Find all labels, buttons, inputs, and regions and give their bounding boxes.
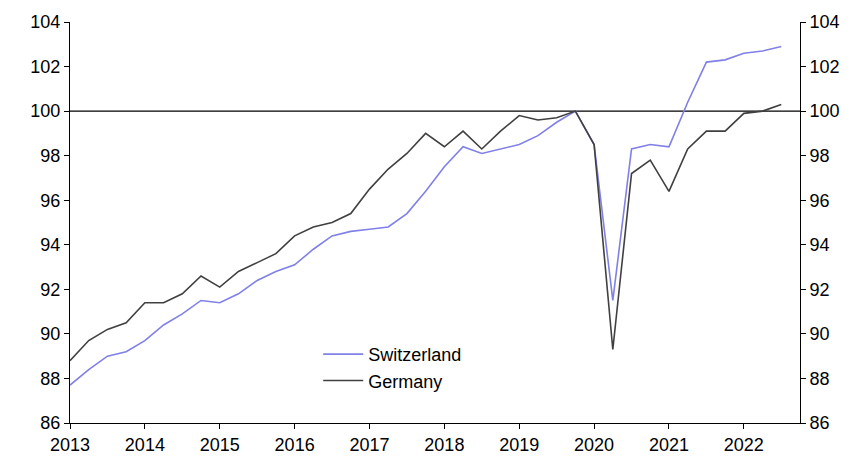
svg-text:96: 96	[810, 191, 830, 211]
svg-text:2021: 2021	[649, 435, 689, 455]
svg-text:Germany: Germany	[368, 372, 442, 392]
svg-text:102: 102	[30, 57, 60, 77]
svg-text:104: 104	[810, 12, 840, 32]
svg-text:2014: 2014	[125, 435, 165, 455]
svg-text:100: 100	[30, 101, 60, 121]
svg-text:2016: 2016	[275, 435, 315, 455]
svg-text:92: 92	[40, 280, 60, 300]
svg-text:98: 98	[810, 146, 830, 166]
svg-text:90: 90	[40, 324, 60, 344]
svg-text:2022: 2022	[724, 435, 764, 455]
svg-text:90: 90	[810, 324, 830, 344]
svg-text:86: 86	[810, 413, 830, 433]
svg-text:88: 88	[810, 369, 830, 389]
svg-text:92: 92	[810, 280, 830, 300]
svg-text:2015: 2015	[200, 435, 240, 455]
svg-text:96: 96	[40, 191, 60, 211]
svg-text:94: 94	[810, 235, 830, 255]
svg-text:2017: 2017	[349, 435, 389, 455]
svg-text:2013: 2013	[50, 435, 90, 455]
svg-text:100: 100	[810, 101, 840, 121]
svg-text:102: 102	[810, 57, 840, 77]
svg-text:94: 94	[40, 235, 60, 255]
svg-text:2018: 2018	[424, 435, 464, 455]
svg-text:104: 104	[30, 12, 60, 32]
svg-text:2020: 2020	[574, 435, 614, 455]
svg-text:Switzerland: Switzerland	[368, 345, 461, 365]
svg-text:2019: 2019	[499, 435, 539, 455]
svg-text:86: 86	[40, 413, 60, 433]
svg-text:98: 98	[40, 146, 60, 166]
svg-text:88: 88	[40, 369, 60, 389]
